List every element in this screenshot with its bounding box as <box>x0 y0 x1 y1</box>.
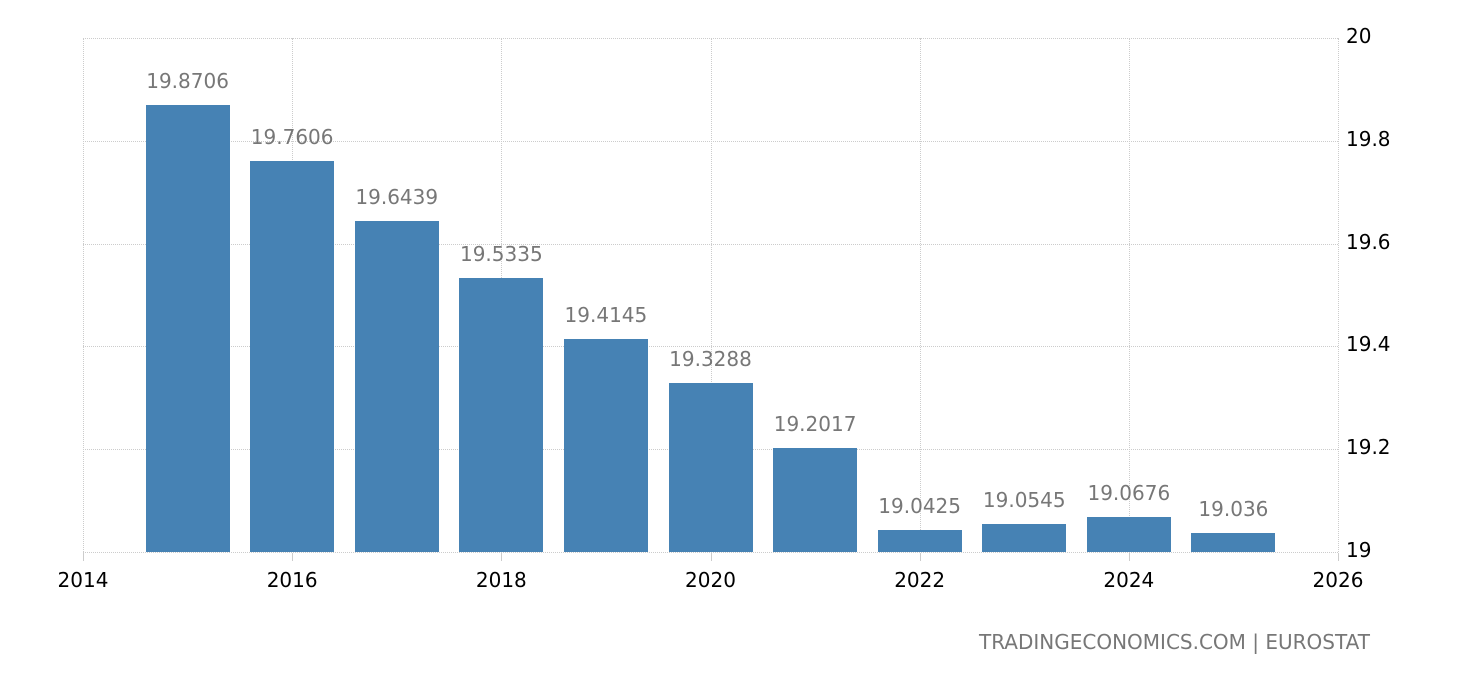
y-axis-tick-label: 19.6 <box>1346 229 1391 254</box>
data-label: 19.0545 <box>982 487 1066 512</box>
data-label: 19.0425 <box>878 494 962 519</box>
x-axis-tick-label: 2020 <box>685 568 736 592</box>
y-axis-tick-label: 19 <box>1346 538 1372 562</box>
data-label: 19.4145 <box>564 302 648 327</box>
x-axis-tick-mark <box>83 553 84 561</box>
data-label: 19.7606 <box>250 125 334 150</box>
bar-2017 <box>354 221 439 552</box>
data-label: 19.5335 <box>459 241 543 266</box>
data-label: 19.036 <box>1198 497 1269 522</box>
x-axis-tick-mark <box>1338 553 1339 561</box>
bar-2015 <box>145 104 230 552</box>
x-axis-tick-label: 2026 <box>1312 568 1364 592</box>
bar-2024 <box>1086 517 1171 552</box>
bar-2023 <box>982 523 1067 552</box>
bar-2021 <box>773 448 858 552</box>
data-label: 19.2017 <box>773 412 857 437</box>
x-axis-tick-label: 2014 <box>57 568 109 592</box>
data-label: 19.3288 <box>669 346 752 371</box>
bar-2025 <box>1191 533 1276 552</box>
x-axis-tick-mark <box>292 553 294 561</box>
x-axis-tick-label: 2016 <box>266 568 318 592</box>
gridline-horizontal <box>83 552 1338 553</box>
gridline-vertical <box>710 38 712 552</box>
y-axis-tick-label: 19.2 <box>1346 435 1391 460</box>
data-label: 19.6439 <box>355 185 439 210</box>
gridline-vertical <box>1128 38 1130 552</box>
bar-2016 <box>250 161 335 552</box>
y-axis-tick-label: 19.8 <box>1346 126 1391 151</box>
x-axis-tick-mark <box>1128 553 1130 561</box>
gridline-vertical <box>1338 38 1339 552</box>
x-axis-tick-mark <box>710 553 712 561</box>
x-axis-tick-label: 2018 <box>475 568 527 592</box>
gridline-vertical <box>919 38 921 552</box>
gridline-vertical <box>83 38 84 552</box>
bar-2022 <box>877 530 962 552</box>
data-label: 19.8706 <box>146 68 229 93</box>
bar-2019 <box>563 338 648 552</box>
y-axis-tick-label: 19.4 <box>1346 332 1391 357</box>
x-axis-tick-label: 2022 <box>894 568 946 592</box>
x-axis-tick-mark <box>501 553 503 561</box>
bar-2018 <box>459 277 544 552</box>
data-label: 19.0676 <box>1087 481 1171 506</box>
bar-2020 <box>668 382 753 552</box>
x-axis-tick-label: 2024 <box>1103 568 1155 592</box>
source-credit: TRADINGECONOMICS.COM | EUROSTAT <box>979 630 1370 654</box>
x-axis-tick-mark <box>919 553 921 561</box>
y-axis-tick-label: 20 <box>1346 24 1372 48</box>
